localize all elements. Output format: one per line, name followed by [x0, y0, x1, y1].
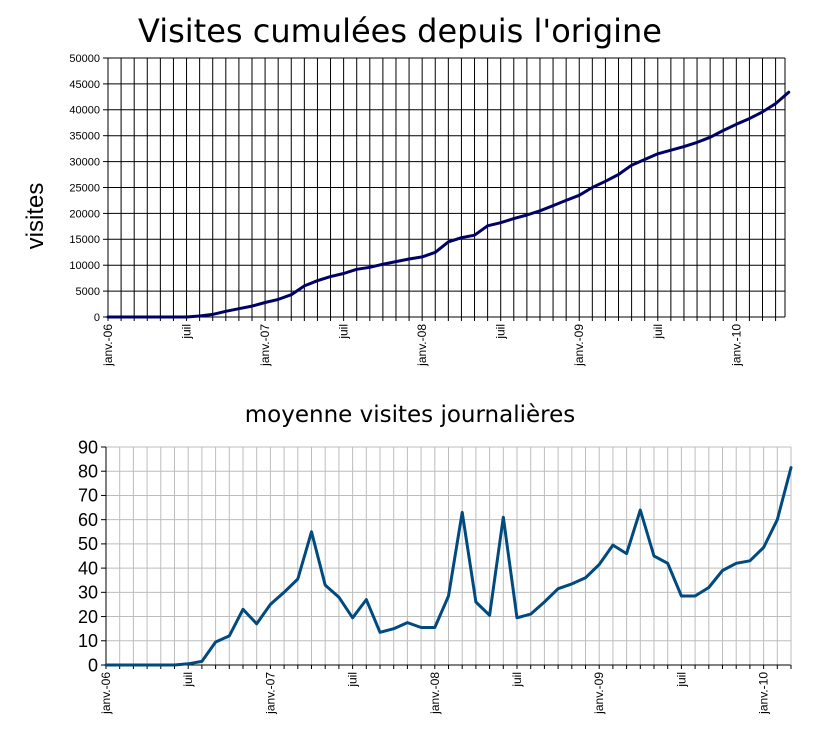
- c1-ytick-label: 0: [94, 312, 100, 324]
- chart2-y-ticks: 0 10 20 30 40 50 60 70 80 90: [78, 437, 98, 675]
- c2-ytick-label: 40: [78, 558, 98, 578]
- c1-ytick-label: 30000: [69, 156, 100, 168]
- c1-ytick-label: 50000: [69, 53, 100, 65]
- c2-ytick-label: 0: [88, 655, 98, 675]
- c2-xtick-label: juil: [181, 672, 195, 688]
- c2-xtick-label: janv.-10: [757, 672, 771, 715]
- chart1-title: Visites cumulées depuis l'origine: [138, 12, 662, 50]
- c1-ytick-label: 35000: [69, 131, 100, 143]
- chart1-gridlines: [107, 57, 785, 318]
- chart2-x-ticks: janv.-06 juil janv.-07 juil janv.-08 juil janv…: [99, 672, 771, 715]
- chart2-series: [104, 466, 793, 667]
- c1-series-line: [106, 90, 791, 319]
- c1-xtick-label: janv.-10: [729, 324, 743, 367]
- c1-ytick-label: 20000: [69, 208, 100, 220]
- c2-xtick-label: juil: [674, 672, 688, 688]
- c2-xtick-label: janv.-09: [592, 672, 606, 715]
- c1-xtick-label: juil: [494, 324, 508, 340]
- c2-xtick-label: janv.-06: [99, 672, 113, 715]
- chart1-y-axis-label: visites: [22, 183, 49, 250]
- c1-xtick-label: janv.-07: [258, 324, 272, 367]
- c2-ytick-label: 70: [78, 486, 98, 506]
- c1-ytick-label: 5000: [76, 286, 100, 298]
- c1-ytick-label: 45000: [69, 79, 100, 91]
- daily-average-visits-chart: moyenne visites journalières 0 10 20 30 40 50…: [78, 402, 793, 715]
- c1-xtick-label: janv.-06: [101, 324, 115, 367]
- c1-xtick-label: juil: [180, 324, 194, 340]
- c2-ytick-label: 90: [78, 437, 98, 457]
- chart1-y-ticks: 0 5000 10000 15000 20000 25000 30000 35000 40000…: [69, 53, 100, 324]
- chart2-title: moyenne visites journalières: [245, 402, 575, 428]
- c1-xtick-label: juil: [337, 324, 351, 340]
- c2-xtick-label: juil: [510, 672, 524, 688]
- c2-xtick-label: janv.-07: [263, 672, 277, 715]
- c2-ytick-label: 50: [78, 534, 98, 554]
- c2-ytick-label: 10: [78, 631, 98, 651]
- chart2-gridlines: [105, 446, 792, 666]
- c2-xtick-label: janv.-08: [428, 672, 442, 715]
- c1-xtick-label: juil: [651, 324, 665, 340]
- c1-ytick-label: 40000: [69, 105, 100, 117]
- c1-xtick-label: janv.-08: [415, 324, 429, 367]
- chart1-series: [106, 90, 791, 319]
- c2-ytick-label: 20: [78, 607, 98, 627]
- c2-ytick-label: 80: [78, 462, 98, 482]
- c2-xtick-label: juil: [346, 672, 360, 688]
- chart1-x-ticks: janv.-06 juil janv.-07 juil janv.-08 juil janv…: [101, 324, 743, 367]
- c1-ytick-label: 10000: [69, 260, 100, 272]
- cumulative-visits-chart: Visites cumulées depuis l'origine visite…: [22, 12, 791, 367]
- c1-xtick-label: janv.-09: [572, 324, 586, 367]
- chart1-axes: [103, 57, 786, 321]
- c2-ytick-label: 30: [78, 583, 98, 603]
- chart2-axes: [101, 446, 792, 669]
- c2-ytick-label: 60: [78, 510, 98, 530]
- c1-ytick-label: 25000: [69, 182, 100, 194]
- c2-series-line: [104, 466, 793, 667]
- c1-ytick-label: 15000: [69, 234, 100, 246]
